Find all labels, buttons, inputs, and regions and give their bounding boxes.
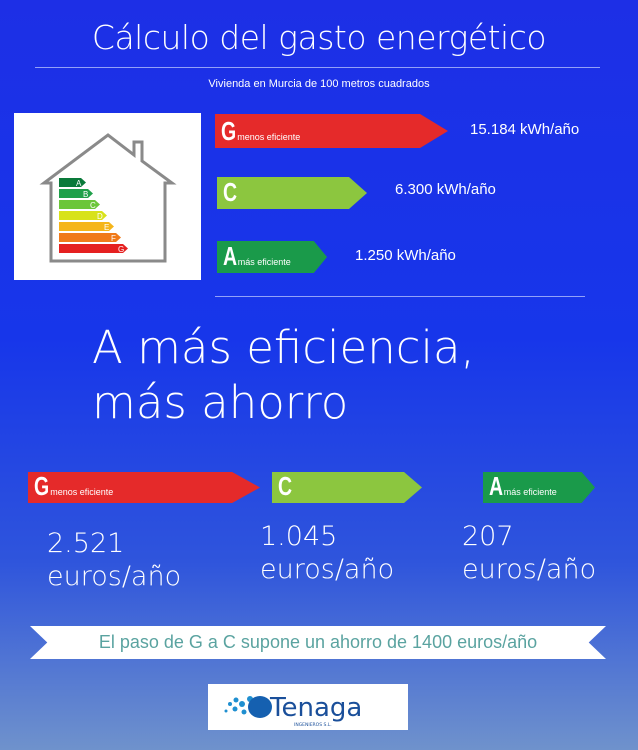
scale-letter: E (104, 223, 109, 232)
scale-letter: B (83, 190, 88, 199)
rating-bar-c: C (217, 177, 367, 209)
rating-letter: C (223, 177, 238, 207)
scale-letter: C (90, 201, 96, 210)
scale-band-e (59, 222, 114, 231)
scale-band-d (59, 211, 107, 220)
rating-label: menos eficiente (50, 487, 114, 497)
tenaga-logo-mark: Tenaga INGENIEROS S.L. (224, 693, 362, 728)
scale-letter: A (76, 179, 82, 188)
cost-c: 1.045 euros/año (260, 521, 395, 585)
svg-text:Tenaga: Tenaga (269, 693, 362, 723)
headline-line1: A más eficiencia, (92, 321, 475, 374)
cost-g: 2.521 euros/año (47, 528, 182, 592)
cost-bar-g: G menos eficiente (28, 472, 260, 503)
rating-label: más eficiente (503, 487, 557, 497)
consumption-g: 15.184 kWh/año (470, 121, 580, 138)
rating-letter: G (34, 471, 50, 501)
scale-band-f (59, 233, 121, 242)
cost-a: 207 euros/año (462, 521, 597, 585)
divider (215, 296, 585, 297)
rating-letter: C (278, 471, 293, 501)
consumption-a: 1.250 kWh/año (355, 247, 456, 264)
scale-band-c (59, 200, 100, 209)
scale-band-b (59, 189, 93, 198)
cost-bar-c: C (272, 472, 422, 503)
consumption-c: 6.300 kWh/año (395, 181, 496, 198)
svg-text:INGENIEROS S.L.: INGENIEROS S.L. (294, 722, 332, 728)
cost-bar-a: A más eficiente (483, 472, 595, 503)
rating-label: más eficiente (237, 257, 291, 267)
scale-band-a (59, 178, 86, 187)
rating-letter: A (489, 471, 504, 501)
page-title: Cálculo del gasto energético (91, 18, 547, 57)
headline-line2: más ahorro (92, 376, 349, 429)
rating-label: menos eficiente (237, 132, 301, 142)
savings-banner: El paso de G a C supone un ahorro de 140… (30, 626, 606, 659)
rating-letter: A (223, 241, 238, 271)
divider (35, 67, 600, 68)
scale-letter: G (118, 245, 124, 254)
rating-letter: G (221, 116, 237, 146)
company-logo: Tenaga INGENIEROS S.L. (208, 684, 408, 730)
scale-letter: F (111, 234, 116, 243)
rating-bar-g: G menos eficiente (215, 114, 448, 148)
scale-band-g (59, 244, 128, 253)
rating-bar-a: A más eficiente (217, 241, 327, 273)
scale-letter: D (97, 212, 103, 221)
subtitle: Vivienda en Murcia de 100 metros cuadrad… (208, 78, 430, 90)
